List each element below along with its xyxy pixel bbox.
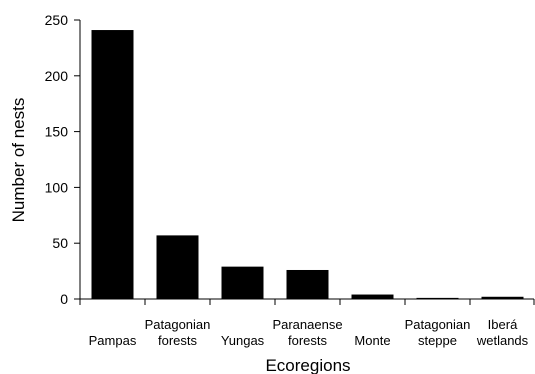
y-tick-label: 250 — [45, 12, 69, 28]
category-label: Patagonian steppe — [405, 317, 471, 348]
category-label: Patagonian forests — [145, 317, 211, 348]
category-label: Paranaense forests — [272, 317, 342, 348]
y-tick-label: 50 — [52, 235, 68, 251]
x-axis-title: Ecoregions — [265, 356, 350, 374]
bar-iber-wetlands — [481, 296, 524, 299]
category-label: Pampas — [89, 333, 137, 348]
y-tick-label: 150 — [45, 124, 69, 140]
y-axis-title: Number of nests — [9, 98, 28, 223]
bar-monte — [351, 294, 394, 299]
bar-yungas — [221, 266, 264, 299]
x-axis — [79, 298, 535, 305]
category-label: Monte — [354, 333, 390, 348]
y-tick-label: 100 — [45, 179, 69, 195]
category-labels: Pampas Patagonian forests Yungas Paranaense f… — [89, 317, 529, 348]
bars — [91, 30, 524, 299]
bar-patagonian-steppe — [416, 297, 459, 299]
bar-paranaense-forests — [286, 269, 329, 299]
bar-patagonian-forests — [156, 235, 199, 299]
y-tick-label: 0 — [60, 291, 68, 307]
y-axis: 0 50 100 150 200 250 — [45, 12, 81, 307]
bar-pampas — [91, 30, 134, 299]
category-label: Yungas — [221, 333, 265, 348]
y-tick-label: 200 — [45, 68, 69, 84]
category-label: Iberá wetlands — [476, 317, 529, 348]
